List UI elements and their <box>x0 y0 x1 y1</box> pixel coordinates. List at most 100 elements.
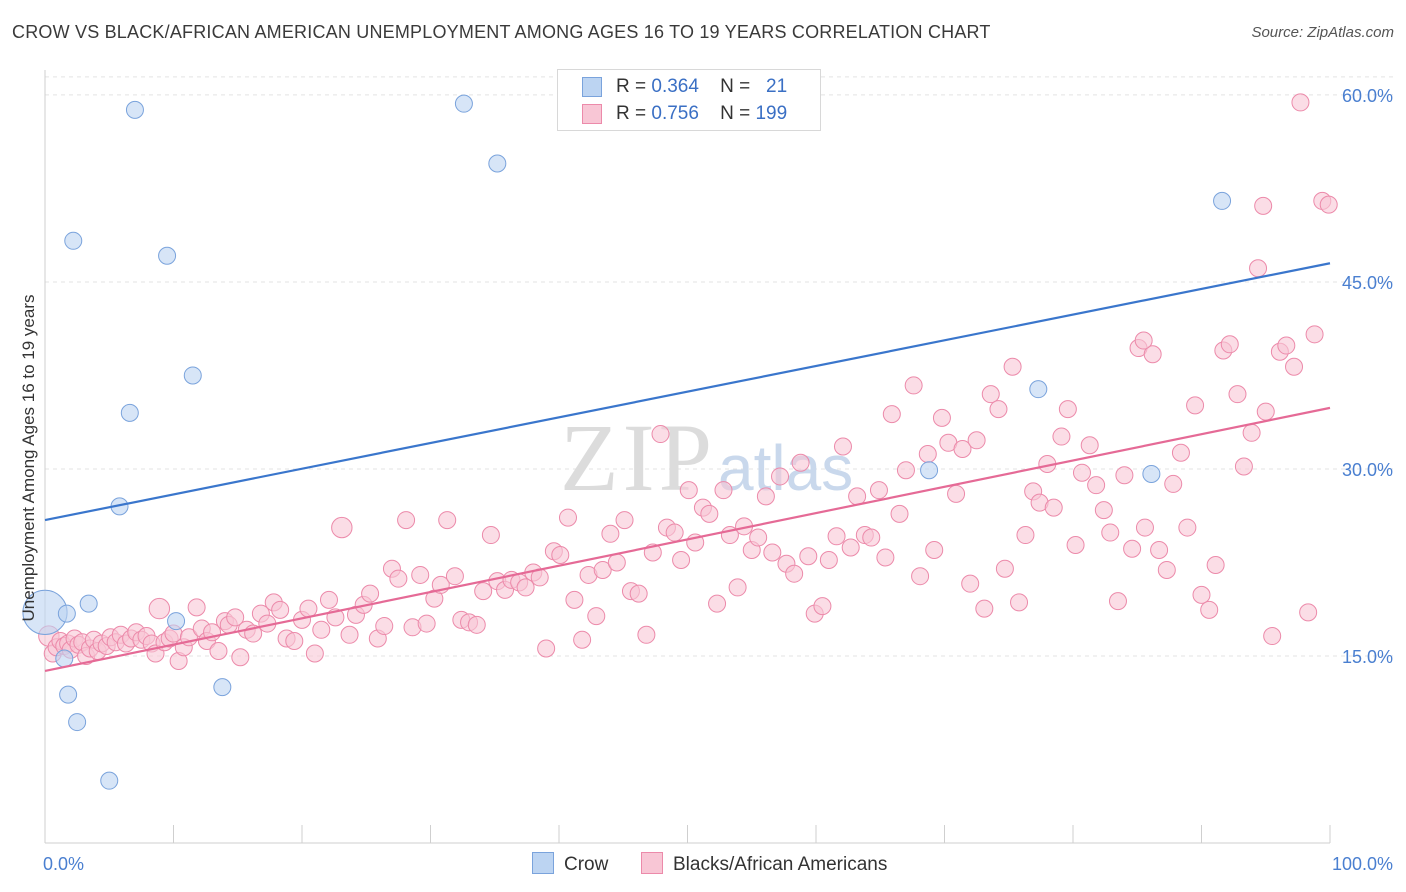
black-point <box>1220 335 1239 354</box>
legend-swatch-black <box>582 104 602 124</box>
black-point <box>637 625 656 644</box>
black-point <box>445 567 464 586</box>
x-tick-label: 0.0% <box>43 854 84 874</box>
black-point <box>516 578 535 597</box>
black-point <box>989 400 1008 419</box>
black-point <box>925 541 944 560</box>
black-point <box>397 511 416 530</box>
black-point <box>389 569 408 588</box>
black-point <box>833 437 852 456</box>
source-credit: Source: ZipAtlas.com <box>1251 24 1394 41</box>
bottom-legend-black: Blacks/African Americans <box>641 852 887 876</box>
black-point <box>537 639 556 658</box>
black-point <box>827 527 846 546</box>
black-point <box>1254 196 1273 215</box>
black-point <box>1200 600 1219 619</box>
bottom-legend-crow: Crow <box>532 852 608 876</box>
grid-lines <box>45 76 1395 657</box>
black-point <box>763 543 782 562</box>
black-point <box>981 385 1000 404</box>
black-point <box>672 550 691 569</box>
black-point <box>481 526 500 545</box>
black-point <box>593 560 612 579</box>
black-point <box>467 615 486 634</box>
black-point <box>1186 396 1205 415</box>
black-point <box>1299 603 1318 622</box>
watermark: ZIP atlas <box>560 404 853 511</box>
crow-point <box>1142 464 1161 483</box>
black-point <box>629 584 648 603</box>
black-point <box>1171 443 1190 462</box>
black-point <box>911 567 930 586</box>
black-point <box>1052 427 1071 446</box>
black-point <box>1101 523 1120 542</box>
black-point <box>679 481 698 500</box>
black-point <box>1305 325 1324 344</box>
bottom-legend-label-black: Blacks/African Americans <box>673 854 888 875</box>
legend-n-value: 21 <box>766 76 788 97</box>
black-point <box>587 607 606 626</box>
black-point <box>756 487 775 506</box>
trend-line-crow <box>44 262 1331 522</box>
black-point <box>361 584 380 603</box>
black-point <box>1066 536 1085 555</box>
black-point <box>1115 466 1134 485</box>
crow-point <box>64 231 83 250</box>
black-point <box>438 511 457 530</box>
black-point <box>1206 555 1225 574</box>
black-point <box>651 425 670 444</box>
black-point <box>841 538 860 557</box>
black-point <box>1072 463 1091 482</box>
legend-r-label: R = <box>616 76 647 97</box>
black-point <box>665 523 684 542</box>
crow-point <box>158 246 177 265</box>
black-point <box>1157 560 1176 579</box>
trend-line-black <box>44 406 1331 673</box>
black-point <box>876 548 895 567</box>
crow-point <box>213 678 232 697</box>
black-point <box>1135 518 1154 537</box>
x-tick-label: 100.0% <box>1332 854 1393 874</box>
crow-point <box>454 94 473 113</box>
legend-r-label: R = <box>616 103 647 124</box>
black-point <box>209 641 228 660</box>
series-blacks-african-americans <box>38 93 1338 670</box>
black-point <box>340 625 359 644</box>
black-point <box>1319 195 1338 214</box>
y-tick-label: 60.0% <box>1342 86 1393 106</box>
black-point <box>799 547 818 566</box>
black-point <box>995 559 1014 578</box>
crow-point <box>100 771 119 790</box>
black-point <box>953 440 972 459</box>
black-point <box>305 644 324 663</box>
black-point <box>1044 498 1063 517</box>
black-point <box>375 617 394 636</box>
y-tick-label: 45.0% <box>1342 273 1393 293</box>
black-point <box>1058 400 1077 419</box>
black-point <box>708 594 727 613</box>
black-point <box>285 632 304 651</box>
chart-title: CROW VS BLACK/AFRICAN AMERICAN UNEMPLOYM… <box>12 22 991 42</box>
black-point <box>1178 518 1197 537</box>
black-point <box>558 508 577 527</box>
correlation-legend: R = 0.364 N = 21 R = 0.756 N = 199 <box>557 69 821 131</box>
trend-lines <box>44 262 1331 673</box>
black-point <box>819 550 838 569</box>
black-point <box>975 599 994 618</box>
black-point <box>474 582 493 601</box>
bottom-legend-swatch-black <box>641 852 663 874</box>
black-point <box>573 630 592 649</box>
black-point <box>1087 476 1106 495</box>
black-point <box>1291 93 1310 112</box>
bottom-legend-label-crow: Crow <box>564 854 609 875</box>
black-point <box>1249 259 1268 278</box>
crow-point <box>1213 191 1232 210</box>
black-point <box>961 574 980 593</box>
black-point <box>869 481 888 500</box>
legend-n-label: N = <box>720 103 751 124</box>
y-tick-label: 15.0% <box>1342 647 1393 667</box>
black-point <box>411 565 430 584</box>
black-point <box>1094 501 1113 520</box>
black-point <box>226 608 245 627</box>
